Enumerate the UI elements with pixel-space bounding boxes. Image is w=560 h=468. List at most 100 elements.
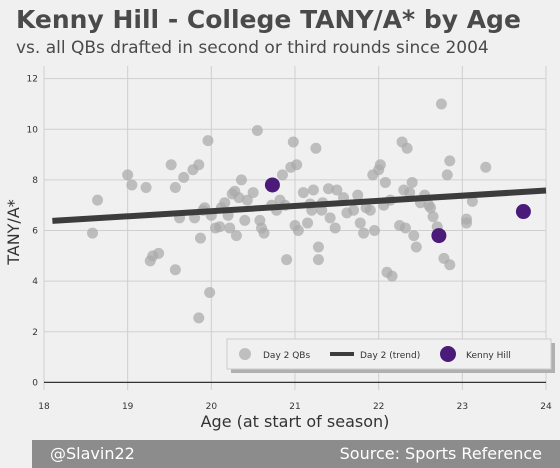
day2-qb-point [310, 142, 322, 154]
x-tick-label: 23 [457, 402, 468, 412]
day2-qb-point [441, 169, 453, 181]
day2-qb-point [233, 192, 245, 204]
day2-qb-point [219, 197, 231, 209]
day2-qb-point [169, 182, 181, 193]
legend-marker-trend [330, 352, 354, 356]
kenny-hill-point [515, 204, 531, 220]
x-tick-label: 24 [540, 402, 552, 412]
day2-qb-point [204, 287, 216, 299]
day2-qb-point [169, 264, 181, 276]
day2-qb-point [352, 189, 364, 201]
day2-qb-point [140, 182, 152, 193]
day2-qb-point [281, 254, 293, 266]
day2-qb-point [247, 187, 259, 199]
day2-qb-point [312, 254, 324, 266]
chart-title: Kenny Hill - College TANY/A* by Age [16, 5, 521, 34]
day2-qb-point [386, 270, 398, 282]
day2-qb-point [368, 225, 380, 237]
day2-qb-point [126, 179, 138, 191]
y-tick-label: 10 [27, 125, 39, 135]
legend-label-hill: Kenny Hill [466, 351, 511, 361]
day2-qb-point [230, 230, 242, 242]
day2-qb-point [297, 187, 309, 199]
day2-qb-point [194, 232, 206, 244]
legend: Day 2 QBs Day 2 (trend) Kenny Hill [226, 338, 555, 373]
x-tick-label: 22 [373, 402, 384, 412]
y-tick-label: 0 [32, 378, 38, 388]
day2-qb-point [379, 176, 391, 188]
day2-qb-point [408, 230, 420, 242]
day2-qb-point [224, 222, 236, 234]
day2-qb-point [427, 211, 439, 223]
day2-qb-point [312, 241, 324, 253]
day2-qb-point [444, 155, 456, 167]
day2-qb-point [307, 184, 319, 196]
legend-label-trend: Day 2 (trend) [360, 351, 420, 361]
day2-qb-point [122, 169, 134, 181]
day2-qb-point [354, 217, 366, 229]
day2-qb-point [348, 204, 360, 216]
y-tick-label: 8 [32, 176, 38, 186]
day2-qb-point [399, 222, 411, 234]
day2-qb-point [324, 212, 336, 224]
day2-qb-point [358, 227, 370, 239]
footer-author: @Slavin22 [50, 444, 135, 463]
legend-box [226, 338, 552, 370]
legend-label-day2: Day 2 QBs [263, 351, 310, 361]
day2-qb-point [374, 159, 386, 171]
day2-qb-point [404, 187, 416, 199]
footer-source: Source: Sports Reference [339, 444, 542, 463]
day2-qb-point [410, 241, 422, 253]
day2-qb-point [178, 171, 190, 183]
x-tick-label: 19 [122, 402, 134, 412]
day2-qb-point [287, 136, 299, 148]
day2-qb-point [193, 159, 205, 171]
scatter-chart: Kenny Hill - College TANY/A* by Age vs. … [4, 5, 555, 431]
day2-qb-point [193, 312, 205, 324]
day2-qb-point [435, 98, 447, 110]
kenny-hill-point [431, 228, 447, 244]
x-tick-label: 20 [206, 402, 218, 412]
day2-qb-point [276, 169, 288, 181]
day2-qb-point [322, 183, 334, 195]
y-axis-label: TANY/A* [4, 199, 23, 266]
day2-qb-point [406, 176, 418, 188]
y-tick-label: 12 [27, 75, 38, 85]
day2-qb-point [165, 159, 177, 171]
day2-qb-point [329, 222, 341, 234]
legend-marker-day2 [239, 348, 251, 360]
footer-bar: @Slavin22 Source: Sports Reference [32, 440, 560, 468]
day2-qb-point [256, 222, 268, 234]
day2-qb-point [331, 184, 343, 196]
trend-series [52, 187, 547, 224]
day2-qb-point [444, 259, 456, 271]
day2-qb-point [87, 227, 99, 239]
day2-qb-point [302, 217, 314, 229]
x-tick-label: 21 [289, 402, 300, 412]
day2-qb-point [235, 174, 247, 186]
x-tick-label: 18 [38, 402, 50, 412]
day2-qb-point [480, 161, 492, 173]
y-tick-label: 2 [32, 328, 38, 338]
legend-marker-hill [440, 346, 456, 362]
day2-qb-point [292, 225, 304, 237]
day2-qb-point [214, 221, 226, 233]
day2-qb-point [251, 125, 263, 137]
day2-qb-point [425, 202, 437, 214]
trend-line [52, 187, 547, 224]
day2-qb-point [241, 194, 253, 206]
day2-qb-point [466, 195, 478, 207]
kenny-hill-series [264, 177, 531, 244]
chart-subtitle: vs. all QBs drafted in second or third r… [16, 38, 489, 58]
day2-qb-point [461, 217, 473, 229]
day2-qb-point [92, 194, 104, 206]
y-tick-label: 6 [32, 227, 38, 237]
kenny-hill-point [264, 177, 280, 193]
day2-qb-point [153, 247, 165, 259]
day2-qb-point [291, 159, 303, 171]
day2-qb-point [239, 214, 251, 226]
y-tick-label: 4 [32, 277, 38, 287]
day2-qb-point [401, 142, 413, 154]
data-points [87, 98, 492, 324]
